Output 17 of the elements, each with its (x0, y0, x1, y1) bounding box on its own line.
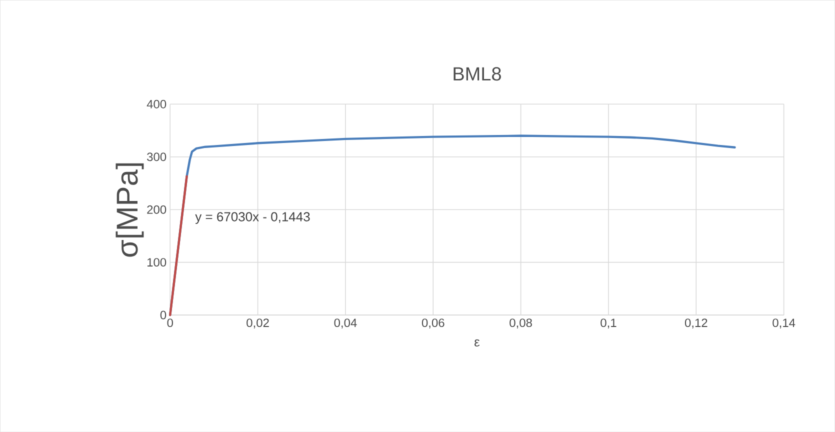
x-tick-label: 0,02 (246, 318, 269, 328)
x-tick-label: 0,06 (422, 318, 444, 328)
y-tick-label: 100 (147, 258, 166, 266)
x-tick-label: 0 (167, 318, 173, 327)
x-tick-label: 0,14 (772, 318, 796, 328)
x-tick-label: 0,12 (684, 318, 708, 328)
y-tick-label: 200 (147, 205, 166, 214)
x-tick-label: 0,08 (510, 318, 532, 328)
chart-title: BML8 (454, 67, 501, 81)
annotation: y = 67030x - 0,1443 (195, 212, 310, 224)
y-axis-title: σ[MPa] (116, 163, 144, 257)
x-tick-label: 0,04 (334, 318, 357, 328)
y-tick-label: 400 (146, 100, 166, 108)
y-tick-label: 0 (160, 310, 166, 320)
x-axis-title: ε (474, 339, 480, 346)
x-tick-label: 0,1 (600, 318, 616, 328)
y-tick-label: 300 (147, 152, 166, 162)
